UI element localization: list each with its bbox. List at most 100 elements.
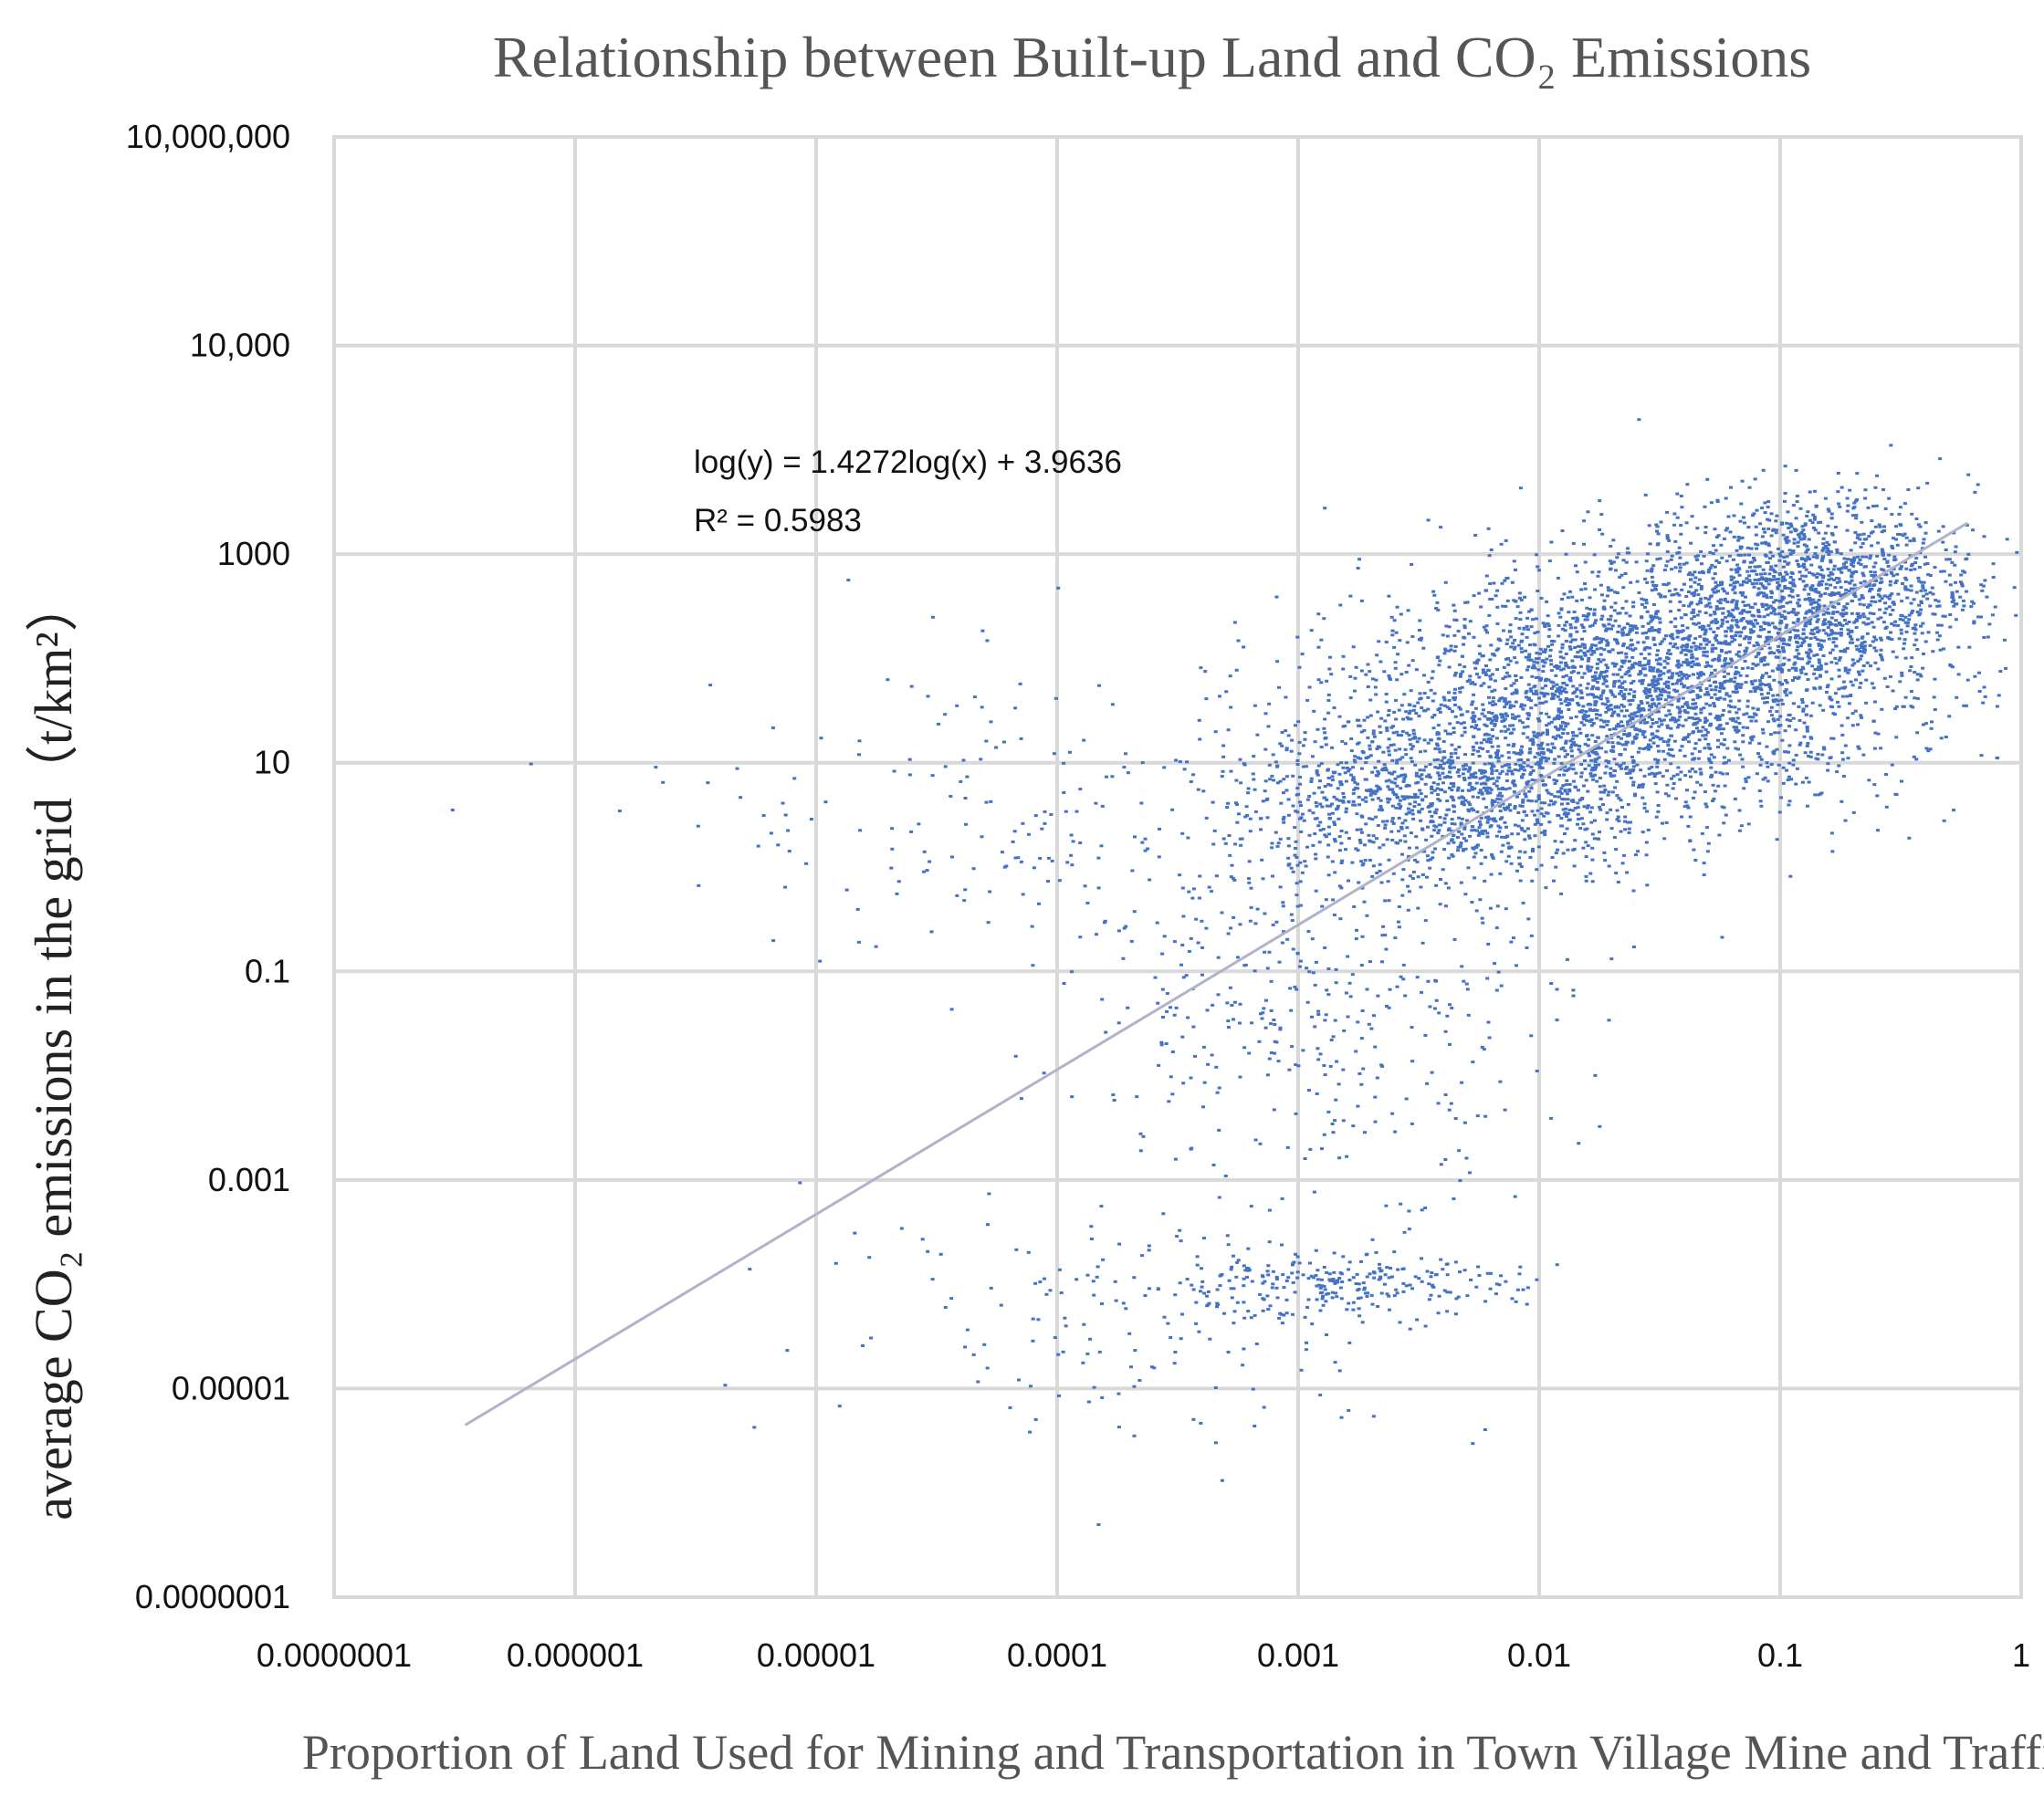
scatter-point: [1695, 780, 1700, 784]
scatter-point: [1366, 663, 1370, 666]
scatter-point: [1473, 829, 1477, 832]
scatter-point: [1615, 779, 1619, 783]
scatter-point: [1756, 643, 1760, 647]
scatter-point: [1809, 610, 1814, 613]
scatter-point: [1595, 647, 1599, 651]
scatter-point: [1714, 716, 1718, 720]
scatter-point: [1719, 732, 1724, 736]
scatter-point: [1559, 608, 1564, 611]
scatter-point: [1804, 550, 1808, 554]
scatter-point: [1406, 609, 1410, 612]
scatter-point: [1698, 625, 1703, 629]
scatter-point: [1461, 789, 1464, 792]
scatter-point: [1795, 495, 1799, 497]
scatter-point: [1763, 622, 1767, 625]
scatter-point: [1518, 486, 1523, 490]
scatter-point: [1374, 815, 1378, 819]
scatter-point: [1541, 664, 1546, 668]
scatter-point: [1483, 674, 1488, 676]
scatter-point: [1577, 704, 1581, 707]
scatter-point: [1882, 676, 1887, 680]
scatter-point: [1504, 729, 1508, 733]
scatter-point: [1730, 640, 1735, 643]
scatter-point: [1806, 654, 1810, 658]
scatter-point: [1593, 768, 1598, 771]
scatter-point: [1550, 856, 1555, 859]
scatter-point: [1919, 674, 1923, 678]
scatter-point: [1718, 771, 1723, 775]
scatter-point: [1491, 856, 1495, 860]
scatter-point: [1800, 701, 1805, 705]
scatter-point: [1910, 564, 1913, 568]
scatter-point: [1846, 757, 1850, 760]
scatter-point: [1675, 492, 1680, 496]
scatter-point: [1452, 726, 1456, 730]
scatter-point: [1621, 644, 1626, 647]
scatter-point: [1764, 553, 1767, 557]
scatter-point: [1708, 613, 1713, 617]
scatter-point: [1560, 646, 1565, 650]
scatter-point: [1831, 737, 1836, 740]
scatter-point: [1841, 680, 1846, 684]
scatter-point: [1586, 667, 1590, 671]
scatter-point: [1719, 648, 1724, 652]
scatter-point: [1664, 680, 1669, 684]
scatter-point: [1579, 623, 1584, 627]
scatter-point: [1632, 690, 1637, 694]
scatter-point: [1655, 695, 1660, 698]
scatter-point: [1766, 622, 1770, 625]
scatter-point: [1983, 695, 1987, 698]
scatter-point: [1915, 731, 1920, 735]
scatter-point: [1692, 594, 1696, 598]
scatter-point: [1818, 686, 1822, 690]
scatter-point: [1722, 590, 1726, 593]
scatter-point: [1761, 604, 1766, 608]
scatter-point: [1234, 779, 1239, 782]
scatter-point: [1805, 729, 1809, 733]
scatter-point: [1871, 640, 1875, 643]
scatter-point: [1883, 507, 1888, 510]
scatter-point: [1716, 590, 1720, 593]
scatter-point: [1770, 578, 1775, 581]
scatter-point: [1564, 783, 1568, 787]
scatter-point: [1774, 519, 1778, 523]
scatter-point: [1874, 649, 1879, 653]
scatter-point: [1921, 723, 1925, 726]
scatter-point: [1858, 657, 1862, 661]
scatter-point: [1846, 671, 1850, 674]
scatter-point: [1729, 486, 1733, 489]
scatter-point: [1845, 602, 1850, 606]
scatter-point: [1675, 646, 1680, 650]
scatter-point: [1801, 580, 1806, 583]
scatter-point: [1325, 798, 1329, 801]
scatter-point: [1498, 772, 1503, 776]
scatter-point: [1766, 631, 1771, 633]
scatter-point: [1455, 770, 1460, 774]
scatter-point: [1714, 580, 1718, 584]
scatter-point: [1537, 763, 1542, 767]
scatter-point: [1585, 806, 1589, 810]
scatter-point: [1268, 778, 1273, 781]
scatter-point: [1651, 617, 1655, 621]
scatter-point: [1499, 713, 1504, 716]
scatter-point: [1837, 658, 1841, 662]
scatter-point: [1367, 755, 1371, 758]
scatter-point: [1579, 598, 1584, 601]
scatter-point: [1362, 718, 1367, 722]
scatter-point: [1422, 692, 1427, 695]
scatter-point: [1673, 617, 1678, 621]
scatter-point: [1714, 585, 1718, 589]
scatter-point: [1672, 782, 1676, 785]
scatter-point: [1616, 673, 1619, 676]
scatter-point: [1771, 694, 1776, 697]
scatter-point: [1762, 591, 1766, 595]
scatter-point: [1546, 722, 1551, 726]
scatter-point: [1829, 583, 1833, 587]
scatter-point: [1656, 687, 1661, 691]
scatter-point: [1552, 779, 1557, 782]
scatter-point: [1590, 623, 1595, 627]
scatter-point: [1665, 652, 1670, 655]
scatter-point: [1741, 601, 1745, 604]
scatter-point: [1691, 690, 1695, 693]
scatter-point: [1804, 574, 1808, 578]
